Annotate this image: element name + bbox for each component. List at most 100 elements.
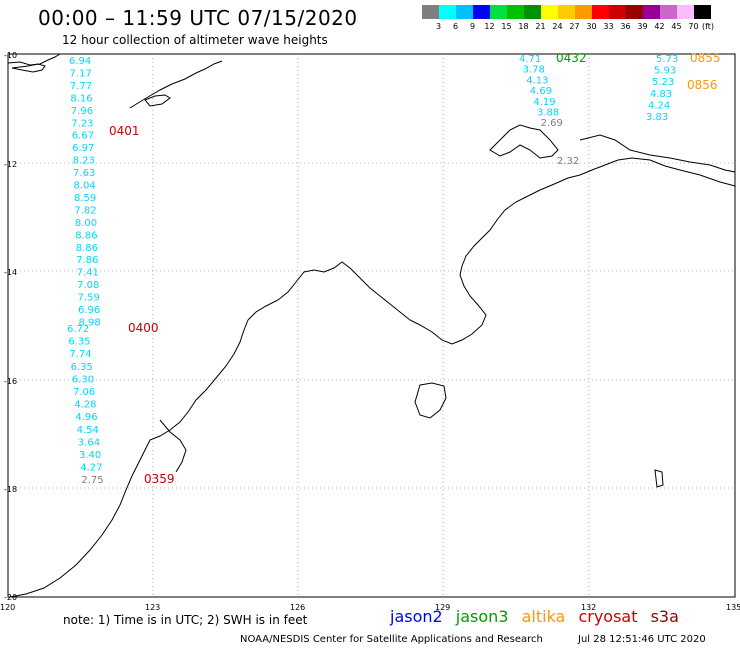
wave-height-value: 6.96 bbox=[78, 305, 100, 316]
legend-swatch bbox=[609, 5, 626, 19]
time-label-0359: 0359 bbox=[144, 472, 175, 486]
wave-height-value: 4.13 bbox=[526, 75, 548, 86]
legend-label: 3 bbox=[435, 22, 442, 31]
generated-timestamp: Jul 28 12:51:46 UTC 2020 bbox=[578, 634, 706, 645]
lon-label: 135 bbox=[726, 603, 740, 612]
coastline bbox=[7, 53, 736, 598]
legend-swatch bbox=[422, 5, 439, 19]
wave-height-value: 3.83 bbox=[646, 112, 668, 123]
legend-swatch bbox=[677, 5, 694, 19]
legend-label: 27 bbox=[569, 22, 580, 31]
legend-label: 30 bbox=[586, 22, 597, 31]
wave-height-value: 6.35 bbox=[71, 362, 93, 373]
legend-swatch bbox=[490, 5, 507, 19]
wave-height-value: 8.16 bbox=[70, 93, 92, 104]
wave-height-value: 2.32 bbox=[557, 156, 579, 167]
wave-height-value: 7.82 bbox=[74, 205, 96, 216]
wave-height-value: 7.06 bbox=[73, 387, 95, 398]
legend-swatch bbox=[524, 5, 541, 19]
wave-height-value: 7.08 bbox=[77, 280, 99, 291]
time-label-0401: 0401 bbox=[109, 124, 140, 138]
wave-height-value: 5.23 bbox=[652, 77, 674, 88]
legend-swatch bbox=[456, 5, 473, 19]
legend-label: 21 bbox=[535, 22, 546, 31]
legend-label: 12 bbox=[484, 22, 495, 31]
map-subtitle: 12 hour collection of altimeter wave hei… bbox=[62, 33, 328, 47]
wave-height-value: 6.35 bbox=[68, 337, 90, 348]
satellite-legend: jason2 jason3 altika cryosat s3a bbox=[390, 607, 687, 626]
lat-label: -18 bbox=[4, 485, 17, 494]
legend-swatch bbox=[592, 5, 609, 19]
wave-height-value: 7.41 bbox=[77, 268, 99, 279]
legend-swatch bbox=[541, 5, 558, 19]
time-label-0432: 0432 bbox=[556, 51, 587, 65]
legend-swatch bbox=[575, 5, 592, 19]
legend-label: 33 bbox=[603, 22, 614, 31]
northern-islet bbox=[11, 63, 46, 73]
map-frame bbox=[7, 53, 736, 598]
legend-swatch bbox=[694, 5, 711, 19]
satellite-s3a: s3a bbox=[650, 607, 679, 626]
track-values: 6.947.17 7.778.16 7.967.23 6.676.97 8.237.63… bbox=[67, 54, 678, 486]
tanimbar-islands bbox=[489, 124, 559, 159]
longitude-labels: 120 123 126 129 132 135 bbox=[0, 603, 740, 612]
island-melville bbox=[414, 382, 447, 419]
legend-label: 18 bbox=[518, 22, 529, 31]
map-title: 00:00 – 11:59 UTC 07/15/2020 bbox=[38, 6, 358, 30]
wave-height-value: 7.17 bbox=[69, 68, 91, 79]
wave-height-value: 4.24 bbox=[648, 100, 670, 111]
wave-height-value: 3.78 bbox=[523, 65, 545, 76]
wave-height-value: 4.96 bbox=[75, 412, 97, 423]
legend-swatch bbox=[473, 5, 490, 19]
lon-label: 129 bbox=[435, 603, 450, 612]
wave-height-value: 7.86 bbox=[76, 255, 98, 266]
time-label-0855: 0855 bbox=[690, 51, 721, 65]
satellite-jason3: jason3 bbox=[455, 607, 509, 626]
wave-height-value: 6.94 bbox=[69, 56, 91, 67]
lat-label: -20 bbox=[4, 593, 17, 602]
wave-height-value: 7.63 bbox=[73, 168, 95, 179]
wave-height-value: 6.30 bbox=[72, 374, 94, 385]
time-label-0856: 0856 bbox=[687, 78, 718, 92]
time-label-0400: 0400 bbox=[128, 321, 159, 335]
legend-swatch bbox=[439, 5, 456, 19]
island-small-east bbox=[654, 469, 664, 488]
australia-north-coast bbox=[9, 157, 736, 598]
satellite-jason2: jason2 bbox=[390, 607, 443, 626]
wave-height-value: 4.54 bbox=[77, 425, 99, 436]
wave-height-value: 8.59 bbox=[74, 193, 96, 204]
wave-height-value: 7.77 bbox=[70, 81, 92, 92]
legend-swatch bbox=[507, 5, 524, 19]
wave-height-value: 8.98 bbox=[78, 317, 100, 328]
wave-height-value: 6.97 bbox=[72, 143, 94, 154]
wave-height-value: 7.59 bbox=[78, 293, 100, 304]
wave-height-value: 7.74 bbox=[69, 349, 91, 360]
legend-label: 45 bbox=[671, 22, 682, 31]
legend-swatch bbox=[626, 5, 643, 19]
wave-height-value: 4.19 bbox=[533, 97, 555, 108]
legend-label: 15 bbox=[501, 22, 512, 31]
legend-swatch bbox=[643, 5, 660, 19]
legend-label: 9 bbox=[469, 22, 476, 31]
wave-height-value: 4.27 bbox=[80, 463, 102, 474]
time-labels: 0401 0400 0359 0432 0855 0856 bbox=[109, 51, 721, 486]
wave-height-value: 2.75 bbox=[81, 475, 103, 486]
lat-label: -12 bbox=[4, 160, 17, 169]
legend-label: 39 bbox=[637, 22, 648, 31]
lat-label: -10 bbox=[4, 51, 17, 60]
lon-label: 126 bbox=[290, 603, 305, 612]
wave-height-value: 8.86 bbox=[75, 230, 97, 241]
legend-swatch bbox=[558, 5, 575, 19]
wave-height-value: 4.71 bbox=[519, 54, 541, 65]
lon-label: 120 bbox=[0, 603, 15, 612]
wave-height-value: 8.86 bbox=[76, 243, 98, 254]
lat-label: -16 bbox=[4, 377, 17, 386]
lat-label: -14 bbox=[4, 268, 17, 277]
legend-unit: (ft) bbox=[702, 22, 715, 31]
wave-height-value: 3.40 bbox=[79, 450, 101, 461]
wave-height-value: 6.67 bbox=[72, 131, 94, 142]
footnote: note: 1) Time is in UTC; 2) SWH is in fe… bbox=[63, 613, 308, 627]
legend-label: 24 bbox=[552, 22, 563, 31]
wave-height-value: 6.72 bbox=[67, 324, 89, 335]
